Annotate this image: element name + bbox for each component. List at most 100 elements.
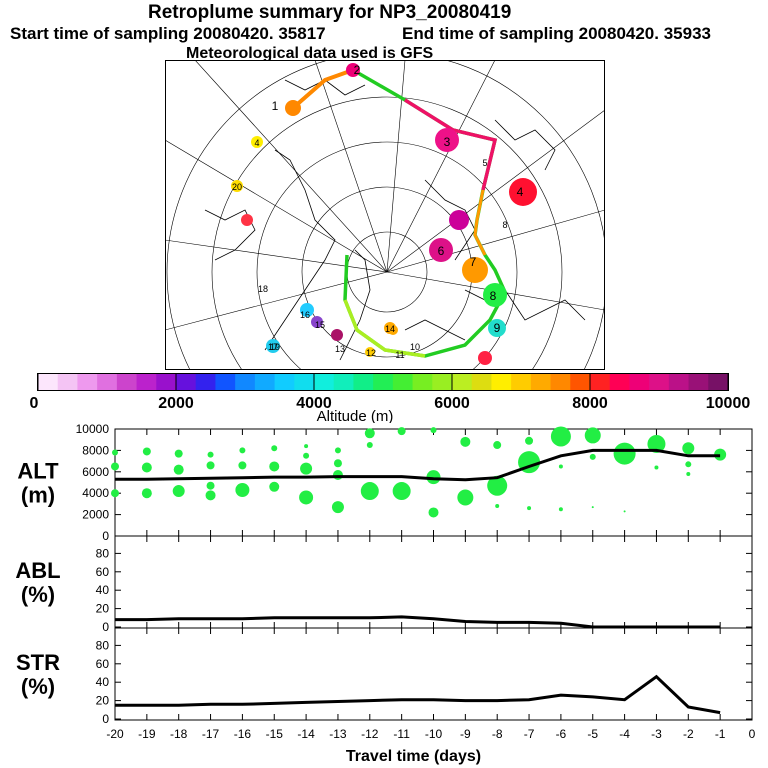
path-label: 12: [366, 348, 376, 358]
series-line: [115, 674, 721, 715]
x-axis-label: Travel time (days): [346, 748, 481, 765]
y-tick-label: 80: [96, 638, 110, 652]
colorbar-cell: [511, 374, 532, 390]
colorbar-cell: [629, 374, 650, 390]
alt-point: [271, 445, 278, 452]
alt-point: [426, 470, 441, 485]
alt-point: [558, 464, 563, 469]
colorbar-cell: [215, 374, 236, 390]
path-label: 1: [272, 99, 279, 113]
y-tick-label: 0: [102, 620, 109, 634]
alt-point: [172, 485, 185, 498]
x-tick-label: -5: [587, 727, 598, 741]
y-tick-label: 20: [96, 694, 110, 708]
alt-point: [558, 507, 563, 512]
x-tick-label: -17: [202, 727, 220, 741]
alt-point: [206, 461, 215, 470]
alt-point: [142, 447, 151, 456]
alt-point: [112, 449, 118, 456]
alt-point: [428, 507, 439, 518]
path-marker-day-7: [462, 257, 488, 283]
alt-point: [430, 427, 437, 434]
x-tick-label: -7: [524, 727, 535, 741]
colorbar-cell: [235, 374, 256, 390]
path-label: 10: [410, 342, 420, 352]
path-marker-day-13: [331, 329, 343, 341]
path-marker-day-3: [435, 128, 459, 152]
colorbar-axis-label: Altitude (m): [317, 408, 394, 423]
panel-ylabel-unit: (%): [21, 674, 55, 699]
path-marker-day-8: [483, 283, 507, 307]
alt-point: [623, 510, 626, 513]
path-label: 14: [385, 324, 395, 334]
alt-point: [366, 442, 373, 449]
x-tick-label: -8: [492, 727, 503, 741]
colorbar-cell: [668, 374, 690, 390]
path-marker-day-1: [285, 100, 301, 116]
alt-point: [206, 481, 215, 490]
path-label: 4: [254, 138, 259, 148]
alt-point: [460, 436, 471, 447]
colorbar-cell: [550, 374, 571, 390]
x-tick-label: 0: [749, 727, 756, 741]
x-tick-label: -9: [460, 727, 471, 741]
y-tick-label: 6000: [82, 465, 109, 479]
alt-point: [303, 452, 310, 459]
alt-point: [591, 506, 594, 509]
alt-point: [269, 481, 280, 492]
altitude-colorbar: 0 2000 4000 6000 8000 10000 Altitude (m): [30, 373, 751, 423]
path-marker-day-20: [251, 136, 263, 148]
alt-point: [238, 461, 247, 470]
colorbar-cell: [708, 374, 729, 390]
alt-point: [686, 471, 691, 476]
colorbar-cell: [491, 374, 512, 390]
y-tick-label: 80: [96, 546, 110, 560]
alt-point: [647, 434, 666, 453]
alt-point: [457, 489, 474, 506]
colorbar-tick-label: 8000: [572, 395, 608, 412]
alt-point: [299, 490, 314, 505]
x-tick-label: -6: [556, 727, 567, 741]
colorbar-cell: [136, 374, 157, 390]
path-marker-day-5: [449, 210, 469, 230]
time-series-panels: 0200040006000800010000ALT(m)020406080ABL…: [15, 423, 756, 765]
alt-point: [300, 462, 313, 475]
path-label: 4: [517, 185, 524, 199]
alt-point: [239, 447, 246, 454]
path-label: 15: [315, 320, 325, 330]
colorbar-cell: [392, 374, 414, 390]
path-marker-day-16: [300, 303, 314, 317]
alt-point: [205, 490, 216, 501]
alt-point: [174, 449, 183, 458]
colorbar-cell: [254, 374, 276, 390]
x-tick-label: -12: [361, 727, 379, 741]
x-tick-label: -1: [715, 727, 726, 741]
alt-point: [714, 448, 727, 461]
panel-ylabel: STR: [16, 650, 60, 675]
alt-point: [207, 451, 214, 458]
path-label: 18: [258, 284, 268, 294]
alt-point: [685, 461, 692, 468]
alt-point: [527, 506, 532, 511]
panel-frame: [114, 535, 753, 629]
colorbar-cell: [77, 374, 98, 390]
colorbar-cell: [274, 374, 295, 390]
alt-point: [495, 504, 500, 509]
met-data-label: Meteorological data used is GFS: [186, 45, 434, 62]
path-label: 3: [444, 135, 451, 149]
alt-point: [584, 427, 601, 444]
alt-point: [141, 462, 152, 473]
alt-point: [331, 501, 344, 514]
y-tick-label: 4000: [82, 486, 109, 500]
path-marker-day-9: [488, 319, 506, 337]
colorbar-tick-label: 10000: [706, 395, 751, 412]
colorbar-cell: [471, 374, 492, 390]
panel-ylabel: ABL: [15, 558, 60, 583]
x-tick-label: -16: [234, 727, 252, 741]
alt-point: [111, 489, 119, 498]
alt-point: [333, 459, 342, 468]
y-tick-label: 60: [96, 657, 110, 671]
x-tick-label: -2: [683, 727, 694, 741]
colorbar-cell: [156, 374, 177, 390]
alt-point: [334, 447, 341, 454]
